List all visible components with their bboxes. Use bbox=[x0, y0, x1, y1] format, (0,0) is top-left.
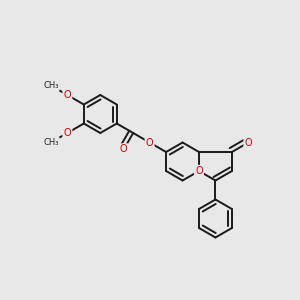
Text: O: O bbox=[195, 166, 203, 176]
Text: O: O bbox=[146, 137, 153, 148]
Text: O: O bbox=[120, 145, 127, 154]
Text: CH₃: CH₃ bbox=[43, 138, 59, 147]
Text: O: O bbox=[244, 137, 252, 148]
Text: O: O bbox=[64, 128, 71, 138]
Text: CH₃: CH₃ bbox=[43, 81, 59, 90]
Text: O: O bbox=[64, 90, 71, 100]
